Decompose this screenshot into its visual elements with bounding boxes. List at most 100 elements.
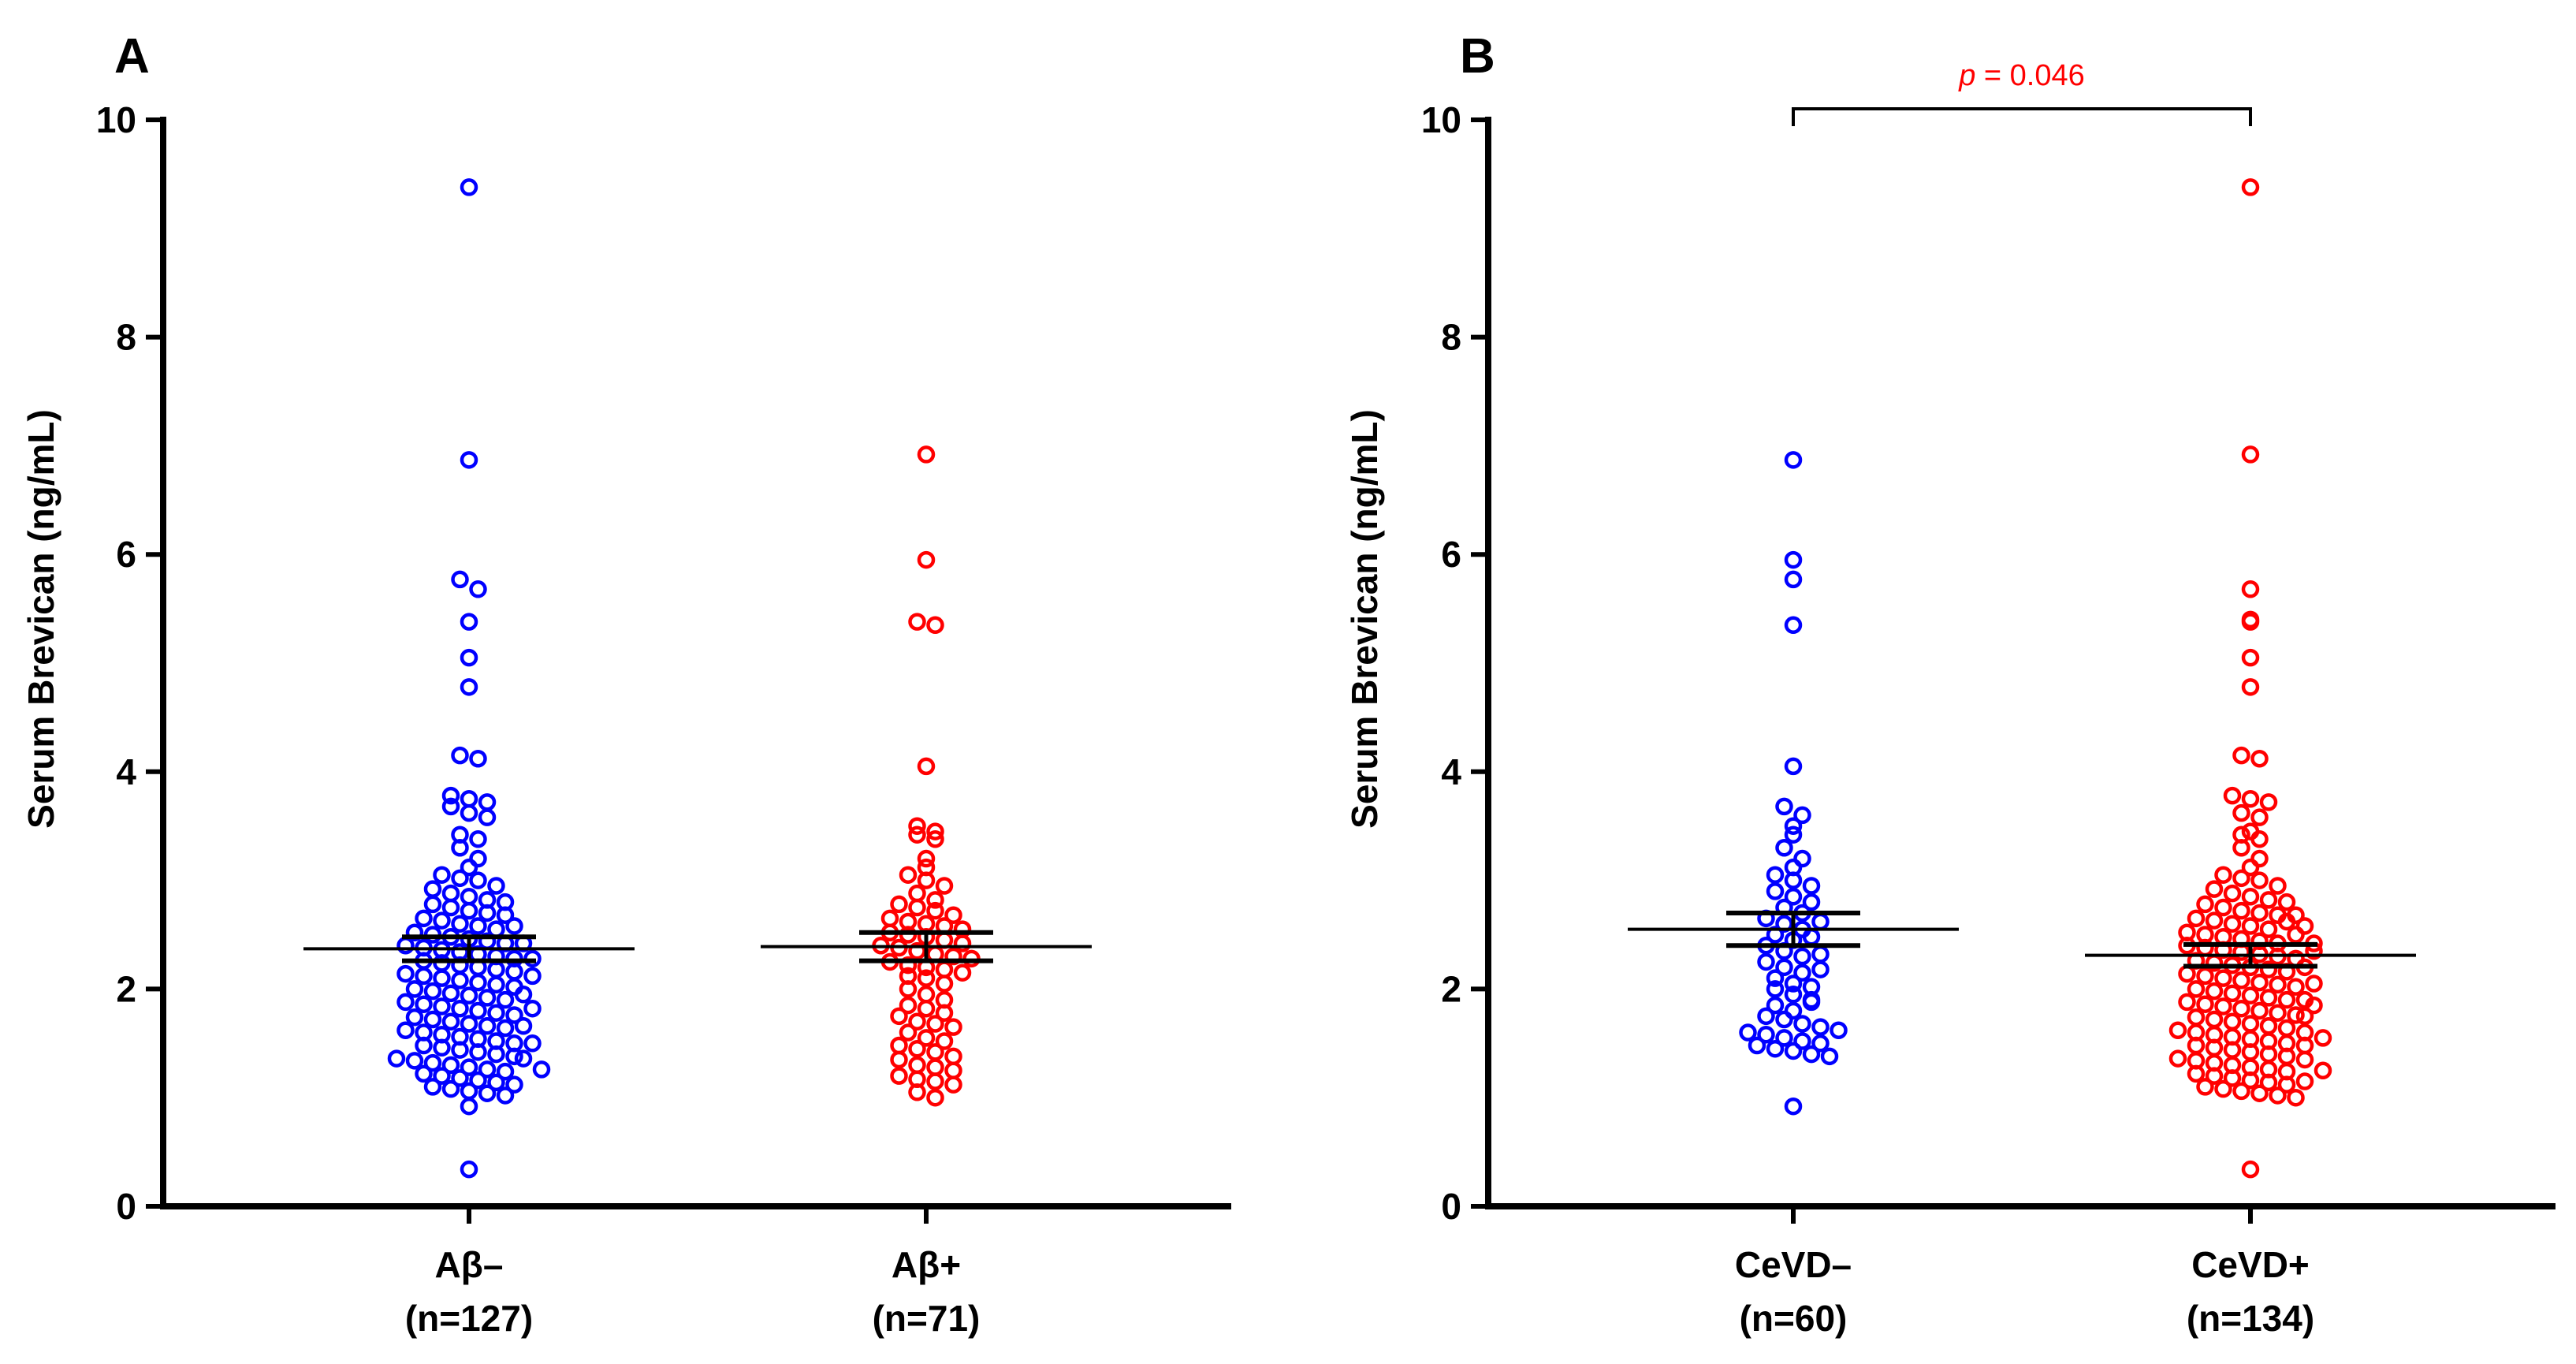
- panel-b-series-1-point-14: [2168, 1049, 2187, 1068]
- panel-a-series-0-point-2: [423, 1078, 442, 1096]
- panel-a-series-0-point-99: [441, 884, 460, 903]
- panel-b-letter: B: [1460, 29, 1495, 84]
- panel-a-series-0-point-34: [505, 1034, 523, 1053]
- panel-a: A Serum Brevican (ng/mL) 0 2 4 6 8 10 Aβ– (n=…: [20, 29, 1231, 1339]
- panel-b-series-1-point-65: [2250, 973, 2269, 992]
- panel-b-category-label-1-line2: (n=134): [2187, 1298, 2314, 1339]
- panel-a-series-1-point-16: [935, 1032, 954, 1050]
- panel-a-series-1-point-45: [953, 934, 972, 952]
- panel-a-series-0-point-113: [460, 803, 478, 822]
- panel-b-series-0-point-55: [1784, 757, 1803, 776]
- panel-a-series-1-point-12: [926, 1043, 944, 1061]
- panel-b-series-0-point-54: [1793, 806, 1811, 825]
- p-value-label: p = 0.046: [1958, 59, 2085, 92]
- panel-a-series-1-point-51: [890, 895, 908, 914]
- panel-b-series-1-point-120: [2232, 803, 2250, 822]
- panel-a-series-0-point-40: [478, 1017, 497, 1035]
- panel-b-series-1-point-41: [2223, 1012, 2242, 1030]
- panel-b-series-0-point-56: [1784, 616, 1803, 635]
- panel-a-category-label-1-line1: Aβ+: [892, 1244, 961, 1285]
- panel-a-series-0-point-8: [433, 1067, 451, 1085]
- panel-b-series-1-point-51: [2269, 1004, 2287, 1022]
- panel-b-series-1-point-113: [2269, 877, 2287, 895]
- panel-b-y-tick-label-6: 6: [1441, 534, 1461, 575]
- panel-a-series-0-point-120: [460, 678, 478, 696]
- panel-b-series-1-point-102: [2250, 904, 2269, 922]
- panel-a-series-1-point-7: [908, 1056, 926, 1075]
- panel-b-series-1-point-68: [2305, 975, 2323, 993]
- panel-a-y-tick-label-8: 8: [116, 317, 136, 358]
- panel-a-series-0-point-104: [451, 869, 469, 888]
- panel-b-series-1-point-59: [2277, 990, 2296, 1009]
- panel-a-series-0-point-1: [460, 1097, 478, 1116]
- panel-b-series-0-point-5: [1820, 1047, 1839, 1066]
- panel-b-series-0-point-12: [1757, 1007, 1775, 1026]
- panel-a-series-0-point-12: [505, 1075, 523, 1094]
- panel-a-series-0-point-5: [478, 1084, 497, 1102]
- panel-b-series-0-point-0: [1784, 1097, 1803, 1116]
- panel-b-series-1-point-99: [2196, 895, 2214, 914]
- panel-b-series-1-point-63: [2214, 969, 2232, 987]
- panel-a-series-0-point-117: [478, 793, 497, 811]
- panel-b-series-1-point-82: [2287, 949, 2305, 968]
- panel-a-series-1-point-27: [899, 967, 918, 986]
- panel-a-series-0-point-112: [441, 797, 460, 816]
- panel-a-series-0-point-37: [423, 1010, 442, 1029]
- panel-b-category-label-1-line1: CeVD+: [2191, 1244, 2310, 1285]
- panel-b-points: [1739, 178, 2332, 1179]
- panel-a-series-1-point-31: [899, 956, 918, 975]
- panel-b-series-0-point-8: [1775, 1029, 1793, 1047]
- panel-b-series-1-point-132: [2241, 445, 2260, 464]
- panel-b-y-tick-label-8: 8: [1441, 317, 1461, 358]
- panel-a-series-0-point-44: [415, 995, 433, 1013]
- panel-b-series-0-point-57: [1784, 570, 1803, 589]
- panel-a-series-0-point-33: [487, 1032, 505, 1050]
- panel-a-series-0-point-32: [469, 1030, 487, 1049]
- panel-b-series-1-point-106: [2223, 884, 2242, 903]
- panel-a-series-0-point-61: [451, 971, 469, 989]
- panel-a-series-0-point-0: [460, 1160, 478, 1179]
- panel-a-series-1-point-52: [908, 898, 926, 917]
- panel-a-series-1-point-9: [944, 1061, 962, 1079]
- panel-a-series-0-point-100: [460, 888, 478, 906]
- panel-a-series-0-point-45: [433, 997, 451, 1016]
- panel-a-series-0-point-39: [460, 1015, 478, 1033]
- panel-b-series-0-point-20: [1784, 986, 1803, 1004]
- panel-a-series-1-point-60: [917, 858, 936, 877]
- panel-a-series-1-point-59: [935, 877, 954, 895]
- panel-a-series-1-point-65: [926, 822, 944, 840]
- panel-b-series-1-point-116: [2250, 849, 2269, 868]
- panel-a-series-0-point-110: [451, 825, 469, 844]
- p-value-prefix: p: [1958, 59, 1975, 92]
- panel-a-y-tick-label-10: 10: [96, 99, 136, 140]
- panel-b-series-1-point-40: [2205, 1010, 2224, 1029]
- panel-b-category-label-0-line2: (n=60): [1740, 1298, 1848, 1339]
- panel-b-series-1-point-105: [2205, 880, 2224, 898]
- panel-a-series-0-point-30: [433, 1026, 451, 1044]
- panel-a-series-0-point-62: [469, 973, 487, 992]
- panel-a-series-0-point-47: [469, 1001, 487, 1020]
- panel-b-series-0-point-25: [1757, 952, 1775, 971]
- panel-a-series-1-point-57: [899, 866, 918, 884]
- panel-a-series-0-point-91: [487, 920, 505, 938]
- panel-b-series-1-point-22: [2314, 1061, 2332, 1079]
- panel-a-series-0-point-56: [496, 990, 515, 1009]
- panel-b-series-1-point-62: [2196, 967, 2214, 986]
- panel-b-series-1-point-57: [2241, 986, 2260, 1004]
- panel-a-series-1-point-64: [908, 817, 926, 835]
- panel-a-series-1-point-68: [926, 616, 944, 635]
- panel-b-series-1-point-88: [2250, 932, 2269, 951]
- panel-a-series-0-point-14: [405, 1052, 424, 1070]
- panel-b-y-axis-title: Serum Brevican (ng/mL): [1344, 409, 1385, 829]
- panel-b-series-0-point-49: [1775, 839, 1793, 857]
- panel-b-series-1-point-3: [2232, 1082, 2250, 1101]
- panel-b-series-1-point-101: [2232, 901, 2250, 920]
- panel-a-y-axis-title: Serum Brevican (ng/mL): [20, 409, 61, 829]
- panel-a-series-1-point-54: [944, 906, 962, 924]
- panel-b-series-1-point-98: [2295, 917, 2314, 935]
- panel-a-series-0-point-19: [496, 1062, 515, 1081]
- panel-b-series-0-point-44: [1802, 893, 1821, 911]
- panel-a-series-1-point-25: [917, 986, 936, 1004]
- panel-b-series-1-point-6: [2287, 1088, 2305, 1107]
